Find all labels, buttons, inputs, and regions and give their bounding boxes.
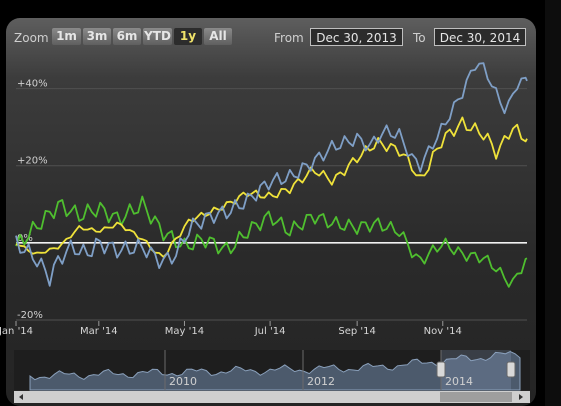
navigator-year-label: 2012 (307, 375, 335, 388)
navigator-year-label: 2014 (445, 375, 473, 388)
x-tick-label: Sep '14 (338, 326, 376, 337)
y-tick-label: +20% (17, 156, 48, 167)
navigator-handle[interactable] (436, 361, 446, 378)
x-tick-label: Mar '14 (80, 326, 118, 337)
navigator-handle[interactable] (506, 361, 516, 378)
to-label: To (413, 31, 426, 45)
navigator-area (29, 350, 521, 391)
navigator-year-label: 2010 (169, 375, 197, 388)
from-date-input[interactable]: Dec 30, 2013 (310, 28, 403, 46)
series-line-green (15, 195, 528, 288)
zoom-all-button[interactable]: All (204, 28, 232, 45)
series-line-yellow (15, 116, 528, 258)
x-tick-label: Jan '14 (0, 326, 33, 337)
from-label: From (274, 31, 304, 45)
chart-panel (6, 18, 536, 406)
x-tick-label: Jul '14 (254, 326, 286, 337)
zoom-3m-button[interactable]: 3m (83, 28, 111, 45)
zoom-1m-button[interactable]: 1m (52, 28, 81, 45)
zoom-6m-button[interactable]: 6m (113, 28, 141, 45)
y-tick-label: 0% (17, 233, 33, 244)
to-date-input[interactable]: Dec 30, 2014 (434, 28, 526, 46)
scroll-left-arrow-icon[interactable] (19, 394, 23, 400)
x-tick-label: Nov '14 (424, 326, 462, 337)
zoom-ytd-button[interactable]: YTD (143, 28, 172, 45)
zoom-1y-button[interactable]: 1y (174, 28, 202, 45)
scrollbar-thumb[interactable] (440, 392, 512, 402)
scroll-right-arrow-icon[interactable] (519, 394, 523, 400)
y-tick-label: -20% (17, 310, 43, 321)
zoom-label: Zoom (14, 31, 49, 45)
series-line-blue (15, 62, 528, 287)
right-edge-bar (545, 0, 561, 406)
navigator-selection (441, 350, 511, 390)
y-tick-label: +40% (17, 79, 48, 90)
scrollbar-track (14, 391, 530, 403)
x-tick-label: May '14 (165, 326, 204, 337)
